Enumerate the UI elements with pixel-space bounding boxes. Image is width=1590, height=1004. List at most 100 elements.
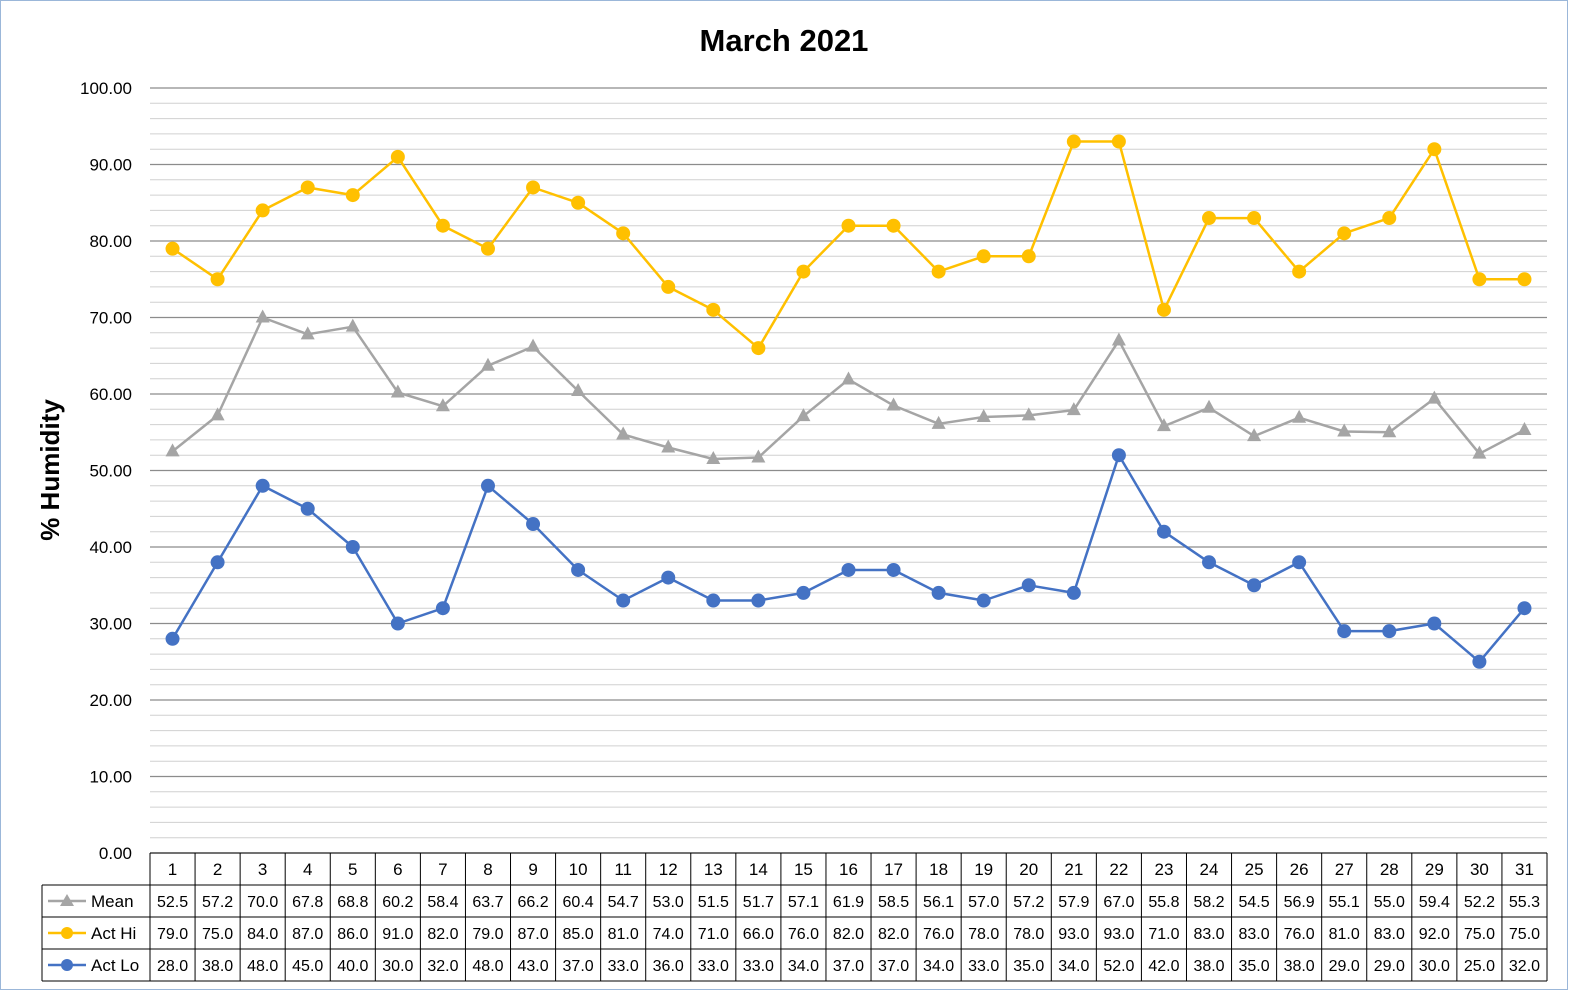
table-cell: 37.0 bbox=[563, 958, 594, 975]
x-tick-label: 31 bbox=[1515, 860, 1534, 879]
x-tick-label: 27 bbox=[1335, 860, 1354, 879]
data-table: 1 2 3 4 5 6 7 8 9 10 11 12 13 14 15 16 17 18 19 20 21 22 23 24 2… bbox=[41, 852, 1548, 982]
data-point bbox=[1337, 226, 1352, 241]
data-point bbox=[1292, 264, 1307, 279]
data-point bbox=[300, 501, 315, 516]
data-point bbox=[210, 555, 225, 570]
table-cell: 75.0 bbox=[1464, 926, 1495, 943]
data-point bbox=[300, 326, 315, 340]
data-point bbox=[841, 562, 856, 577]
table-cell: 33.0 bbox=[608, 958, 639, 975]
y-tick-label: 30.00 bbox=[89, 615, 132, 634]
x-tick-label: 10 bbox=[569, 860, 588, 879]
table-cell: 68.8 bbox=[337, 894, 368, 911]
table-cell: 76.0 bbox=[923, 926, 954, 943]
data-point bbox=[1292, 555, 1307, 570]
data-point bbox=[1247, 211, 1262, 226]
data-point bbox=[1382, 424, 1397, 438]
table-cell: 63.7 bbox=[472, 894, 503, 911]
y-tick-label: 100.00 bbox=[80, 79, 132, 98]
data-point bbox=[1517, 421, 1532, 435]
data-point bbox=[165, 631, 180, 646]
x-tick-label: 14 bbox=[749, 860, 768, 879]
x-tick-label: 6 bbox=[393, 860, 402, 879]
data-point bbox=[1247, 578, 1262, 593]
data-point bbox=[1382, 211, 1397, 226]
x-tick-label: 22 bbox=[1109, 860, 1128, 879]
table-cell: 59.4 bbox=[1419, 894, 1450, 911]
table-cell: 60.4 bbox=[563, 894, 594, 911]
chart-title: March 2021 bbox=[700, 23, 869, 58]
data-point bbox=[255, 203, 270, 218]
table-cell: 91.0 bbox=[382, 926, 413, 943]
data-point bbox=[1156, 302, 1171, 317]
table-cell: 71.0 bbox=[698, 926, 729, 943]
table-cell: 28.0 bbox=[157, 958, 188, 975]
table-cell: 81.0 bbox=[1329, 926, 1360, 943]
data-point bbox=[165, 443, 180, 457]
data-point bbox=[210, 272, 225, 287]
table-cell: 30.0 bbox=[382, 958, 413, 975]
data-point bbox=[571, 562, 586, 577]
table-cell: 33.0 bbox=[968, 958, 999, 975]
y-tick-label: 10.00 bbox=[89, 768, 132, 787]
x-tick-label: 17 bbox=[884, 860, 903, 879]
x-tick-label: 26 bbox=[1290, 860, 1309, 879]
table-cell: 83.0 bbox=[1239, 926, 1270, 943]
data-point bbox=[1021, 249, 1036, 264]
data-point bbox=[976, 249, 991, 264]
y-tick-label: 70.00 bbox=[89, 309, 132, 328]
table-cell: 87.0 bbox=[517, 926, 548, 943]
data-point bbox=[1111, 332, 1126, 346]
data-point bbox=[526, 338, 541, 352]
table-cell: 55.8 bbox=[1148, 894, 1179, 911]
legend-key-marker bbox=[60, 894, 74, 906]
x-tick-label: 13 bbox=[704, 860, 723, 879]
gridlines bbox=[150, 87, 1547, 854]
table-cell: 32.0 bbox=[427, 958, 458, 975]
x-tick-label: 3 bbox=[258, 860, 267, 879]
table-cell: 34.0 bbox=[1058, 958, 1089, 975]
data-point bbox=[706, 302, 721, 317]
table-cell: 66.0 bbox=[743, 926, 774, 943]
data-point bbox=[345, 188, 360, 203]
data-point bbox=[435, 601, 450, 616]
table-cell: 29.0 bbox=[1329, 958, 1360, 975]
table-cell: 34.0 bbox=[788, 958, 819, 975]
x-tick-label: 18 bbox=[929, 860, 948, 879]
table-cell: 45.0 bbox=[292, 958, 323, 975]
table-cell: 83.0 bbox=[1374, 926, 1405, 943]
table-cell: 40.0 bbox=[337, 958, 368, 975]
data-point bbox=[390, 149, 405, 164]
data-point bbox=[616, 226, 631, 241]
x-tick-label: 16 bbox=[839, 860, 858, 879]
x-tick-label: 11 bbox=[614, 860, 632, 879]
table-cell: 42.0 bbox=[1148, 958, 1179, 975]
y-tick-label: 20.00 bbox=[89, 691, 132, 710]
data-point bbox=[931, 415, 946, 429]
data-point bbox=[841, 371, 856, 385]
data-point bbox=[706, 593, 721, 608]
chart-frame: March 2021 % Humidity 0.00 10.00 20.00 30.0… bbox=[0, 0, 1568, 990]
x-tick-label: 8 bbox=[483, 860, 492, 879]
data-point bbox=[1111, 448, 1126, 463]
data-point bbox=[1292, 409, 1307, 423]
table-cell: 75.0 bbox=[202, 926, 233, 943]
table-cell: 52.2 bbox=[1464, 894, 1495, 911]
data-point bbox=[390, 384, 405, 398]
data-point bbox=[886, 218, 901, 233]
legend-key-marker bbox=[61, 959, 73, 971]
data-point bbox=[1427, 390, 1442, 404]
legend-key-marker bbox=[61, 927, 73, 939]
table-cell: 54.7 bbox=[608, 894, 639, 911]
x-tick-label: 29 bbox=[1425, 860, 1444, 879]
table-cell: 79.0 bbox=[157, 926, 188, 943]
data-point bbox=[480, 478, 495, 493]
table-cell: 37.0 bbox=[878, 958, 909, 975]
data-point bbox=[571, 382, 586, 396]
table-cell: 33.0 bbox=[743, 958, 774, 975]
table-cell: 76.0 bbox=[788, 926, 819, 943]
table-cell: 48.0 bbox=[247, 958, 278, 975]
data-point bbox=[1337, 624, 1352, 639]
table-cell: 78.0 bbox=[968, 926, 999, 943]
